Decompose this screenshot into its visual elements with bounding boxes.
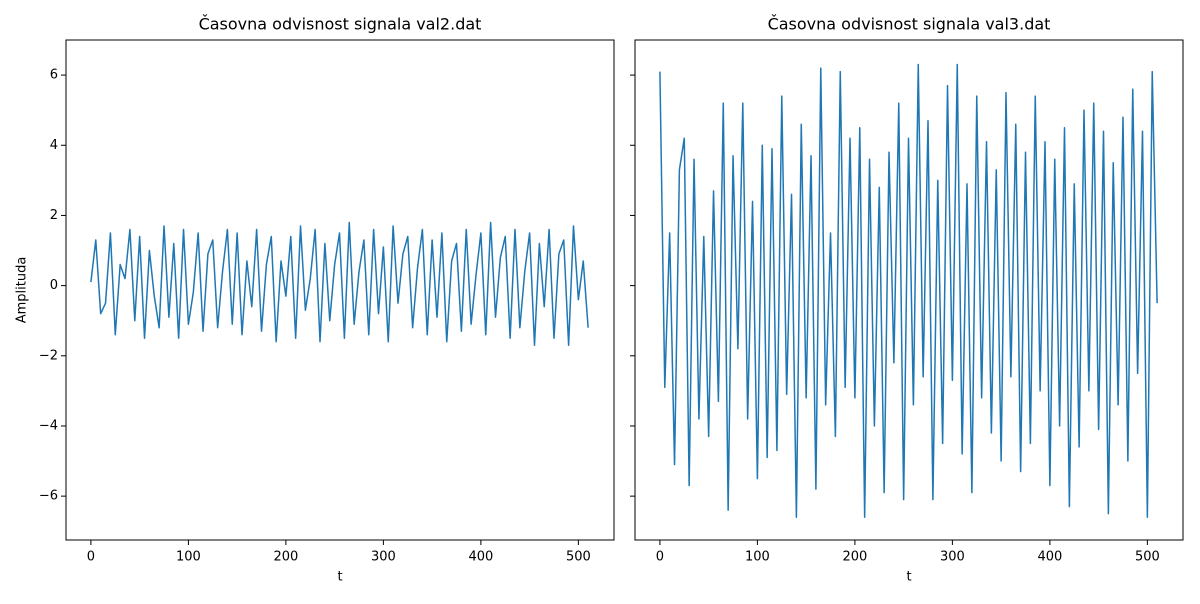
axes-frame bbox=[65, 39, 615, 541]
y-tick-label: −2 bbox=[39, 348, 58, 363]
x-tick-label: 200 bbox=[842, 550, 867, 565]
chart-title: Časovna odvisnost signala val3.dat bbox=[768, 15, 1051, 34]
x-tick-label: 400 bbox=[468, 550, 493, 565]
x-tick-label: 0 bbox=[656, 550, 664, 565]
x-tick-label: 300 bbox=[371, 550, 396, 565]
y-tick-label: 4 bbox=[50, 138, 58, 153]
x-tick-label: 500 bbox=[1135, 550, 1160, 565]
x-tick-label: 200 bbox=[273, 550, 298, 565]
x-tick-label: 0 bbox=[87, 550, 95, 565]
x-axis-label: t bbox=[906, 570, 911, 585]
x-tick-label: 500 bbox=[566, 550, 591, 565]
signal-line bbox=[90, 221, 589, 347]
y-tick-label: −6 bbox=[39, 489, 58, 504]
x-tick-label: 100 bbox=[745, 550, 770, 565]
x-axis-label: t bbox=[337, 570, 342, 585]
chart-title: Časovna odvisnost signala val2.dat bbox=[199, 15, 482, 34]
signal-line bbox=[659, 63, 1158, 518]
y-tick-label: 6 bbox=[50, 68, 58, 83]
y-tick-label: −4 bbox=[39, 418, 58, 433]
x-tick-label: 100 bbox=[176, 550, 201, 565]
y-axis-label: Amplituda bbox=[15, 257, 30, 324]
x-tick-label: 400 bbox=[1037, 550, 1062, 565]
axes-frame bbox=[634, 39, 1184, 541]
y-tick-label: 2 bbox=[50, 208, 58, 223]
x-tick-label: 300 bbox=[940, 550, 965, 565]
y-tick-label: 0 bbox=[50, 278, 58, 293]
